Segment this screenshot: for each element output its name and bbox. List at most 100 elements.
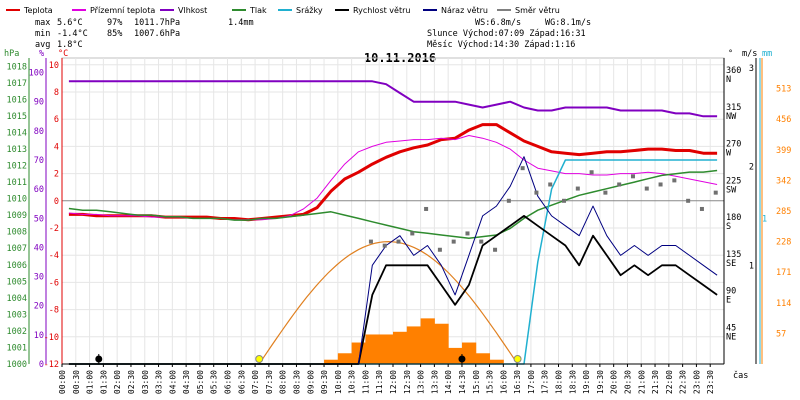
sun-elevation-curve <box>258 240 519 365</box>
radiation-bar <box>489 359 504 364</box>
direction-point <box>713 190 718 195</box>
series-line-3 <box>68 169 718 240</box>
axes: 1018101710161015101410131012101110101009… <box>7 58 791 394</box>
x-tick-label: 06:30 <box>237 370 246 394</box>
pressure-axis-tick: 1018 <box>7 62 27 72</box>
x-tick-label: 22:30 <box>679 370 688 394</box>
stat-wg: WG:8.1m/s <box>545 18 591 28</box>
radiation-axis-tick: 285 <box>776 207 791 217</box>
legend-label-1: Přízemní teplota <box>90 6 155 15</box>
pressure-axis-tick: 1008 <box>7 228 27 238</box>
stat-avg-label: avg <box>35 40 50 50</box>
x-tick-label: 05:30 <box>210 370 219 394</box>
direction-point <box>479 239 484 244</box>
x-tick-label: 23:30 <box>706 370 715 394</box>
legend-label-6: Náraz větru <box>441 6 488 15</box>
direction-point <box>424 206 429 211</box>
x-tick-label: 03:00 <box>141 370 150 394</box>
direction-point <box>382 243 387 248</box>
humidity-axis-tick: 100 <box>29 69 44 79</box>
x-tick-label: 01:00 <box>86 370 95 394</box>
rain-axis-label: mm <box>762 49 772 59</box>
direction-point <box>368 239 373 244</box>
pressure-axis-tick: 1017 <box>7 79 27 89</box>
temperature-axis-label: °C <box>58 49 68 59</box>
x-tick-label: 02:30 <box>127 370 136 394</box>
temperature-axis-tick: 6 <box>54 115 59 125</box>
humidity-axis-tick: 80 <box>34 127 44 137</box>
radiation-bar <box>379 334 394 364</box>
direction-axis-letter: W <box>726 149 732 159</box>
wind-axis-label: m/s <box>742 49 757 59</box>
x-tick-label: 00:30 <box>72 370 81 394</box>
direction-point <box>575 186 580 191</box>
x-tick-label: 01:30 <box>99 370 108 394</box>
pressure-axis-tick: 1014 <box>7 128 27 138</box>
direction-axis-tick: 360 <box>726 66 741 76</box>
series-line-2 <box>68 80 718 118</box>
stat-min-temp: -1.4°C <box>57 29 88 39</box>
pressure-axis-tick: 1000 <box>7 360 27 370</box>
x-tick-label: 14:30 <box>458 370 467 394</box>
radiation-bar <box>393 331 408 364</box>
x-tick-label: 11:30 <box>375 370 384 394</box>
x-tick-label: 16:00 <box>499 370 508 394</box>
temperature-axis-tick: -4 <box>49 251 59 261</box>
humidity-axis-tick: 30 <box>34 273 44 283</box>
legend: Teplota Přízemní teplota Vlhkost Tlak Srážky… <box>6 6 560 15</box>
legend-label-7: Směr větru <box>515 6 560 15</box>
humidity-axis-tick: 70 <box>34 156 44 166</box>
direction-axis-letter: N <box>726 75 731 85</box>
moon-marker <box>95 355 103 363</box>
stat-max-press: 1011.7hPa <box>134 18 180 28</box>
x-tick-label: 19:30 <box>596 370 605 394</box>
temperature-axis-tick: -6 <box>49 278 59 288</box>
direction-point <box>699 206 704 211</box>
humidity-axis-label: % <box>39 49 44 59</box>
direction-axis-letter: SE <box>726 259 736 269</box>
radiation-axis-tick: 114 <box>776 299 791 309</box>
x-tick-label: 16:30 <box>513 370 522 394</box>
legend-label-0: Teplota <box>23 6 53 15</box>
humidity-axis-tick: 40 <box>34 243 44 253</box>
stat-max-temp: 5.6°C <box>57 18 83 28</box>
x-tick-label: 18:30 <box>568 370 577 394</box>
radiation-axis-tick: 57 <box>776 329 786 339</box>
radiation-axis-tick: 399 <box>776 146 791 156</box>
rain-axis-tick: 1 <box>762 214 767 224</box>
temperature-axis-tick: -2 <box>49 224 59 234</box>
x-tick-label: 14:00 <box>444 370 453 394</box>
direction-point <box>672 178 677 183</box>
radiation-axis-tick: 171 <box>776 268 791 278</box>
sunrise-marker <box>255 355 264 363</box>
direction-point <box>520 166 525 171</box>
temperature-axis-tick: 2 <box>54 170 59 180</box>
direction-point <box>589 170 594 175</box>
x-tick-label: 15:00 <box>472 370 481 394</box>
direction-point <box>658 182 663 187</box>
temperature-axis-tick: 8 <box>54 88 59 98</box>
x-tick-label: 09:30 <box>320 370 329 394</box>
x-tick-label: 04:00 <box>168 370 177 394</box>
sunset-marker <box>513 355 522 363</box>
direction-axis-letter: SW <box>726 185 737 195</box>
pressure-axis-tick: 1009 <box>7 211 27 221</box>
x-tick-label: 12:00 <box>389 370 398 394</box>
direction-axis-letter: NW <box>726 112 737 122</box>
direction-axis-tick: 315 <box>726 103 741 113</box>
legend-label-5: Rychlost větru <box>353 6 410 15</box>
event-markers <box>95 354 522 364</box>
direction-point <box>410 231 415 236</box>
direction-point <box>396 239 401 244</box>
x-tick-label: 07:30 <box>265 370 274 394</box>
humidity-axis-tick: 60 <box>34 185 44 195</box>
direction-point <box>506 198 511 203</box>
direction-axis-tick: 45 <box>726 323 736 333</box>
radiation-bar <box>475 353 491 364</box>
direction-point <box>451 239 456 244</box>
stat-sun: Slunce Východ:07:09 Západ:16:31 <box>427 29 586 39</box>
pressure-axis-tick: 1006 <box>7 261 27 271</box>
temperature-axis-tick: 10 <box>49 61 59 71</box>
radiation-axis-tick: 513 <box>776 85 791 95</box>
temperature-axis-tick: -8 <box>49 306 59 316</box>
